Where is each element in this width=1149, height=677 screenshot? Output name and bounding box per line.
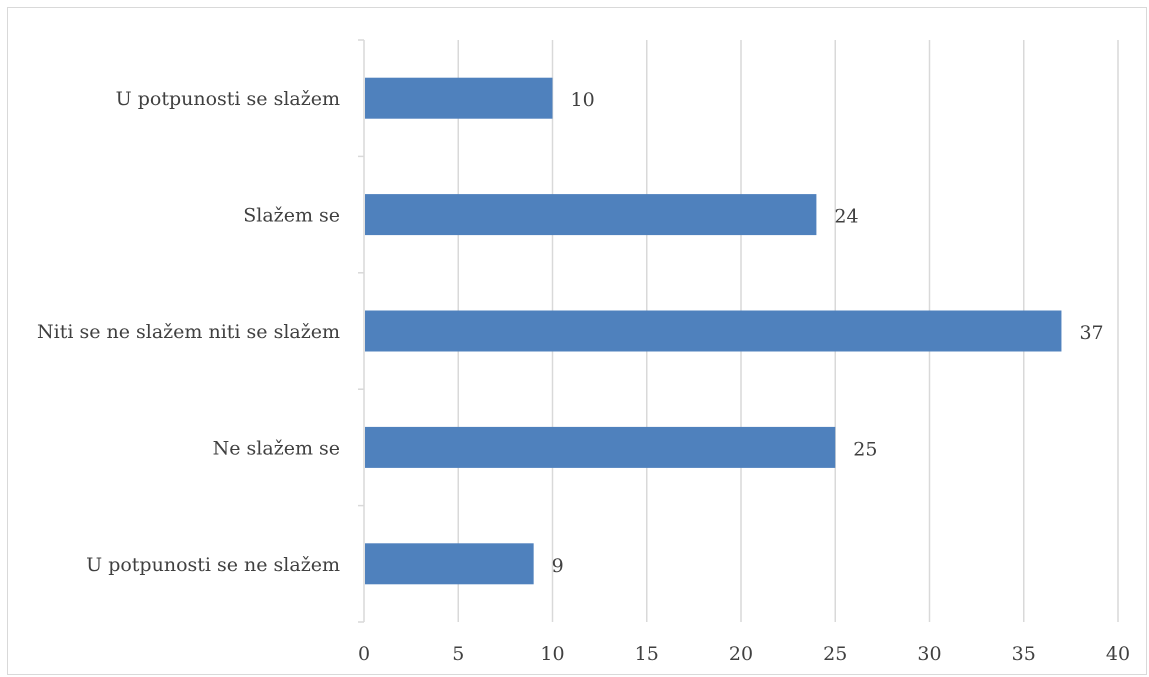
data-label: 25 xyxy=(853,438,877,460)
x-tick-label: 30 xyxy=(917,643,941,665)
x-tick-label: 40 xyxy=(1106,643,1130,665)
bar-4 xyxy=(365,543,534,585)
x-tick-label: 25 xyxy=(823,643,847,665)
x-tick-label: 20 xyxy=(729,643,753,665)
category-label: U potpunosti se ne slažem xyxy=(86,554,340,576)
x-tick-label: 35 xyxy=(1012,643,1036,665)
bar-2 xyxy=(365,310,1062,352)
x-tick-label: 0 xyxy=(358,643,370,665)
x-tick-label: 5 xyxy=(452,643,464,665)
data-label: 24 xyxy=(834,206,858,228)
bar-1 xyxy=(365,194,817,236)
data-label: 10 xyxy=(571,89,595,111)
x-tick-label: 10 xyxy=(540,643,564,665)
data-label: 37 xyxy=(1079,322,1103,344)
bar-3 xyxy=(365,426,836,468)
bar-0 xyxy=(365,77,553,119)
category-label: Ne slažem se xyxy=(213,437,340,459)
data-label: 9 xyxy=(552,555,564,577)
category-label: Niti se ne slažem niti se slažem xyxy=(37,321,340,343)
category-label: Slažem se xyxy=(243,205,340,227)
x-tick-label: 15 xyxy=(635,643,659,665)
category-label: U potpunosti se slažem xyxy=(116,88,340,110)
